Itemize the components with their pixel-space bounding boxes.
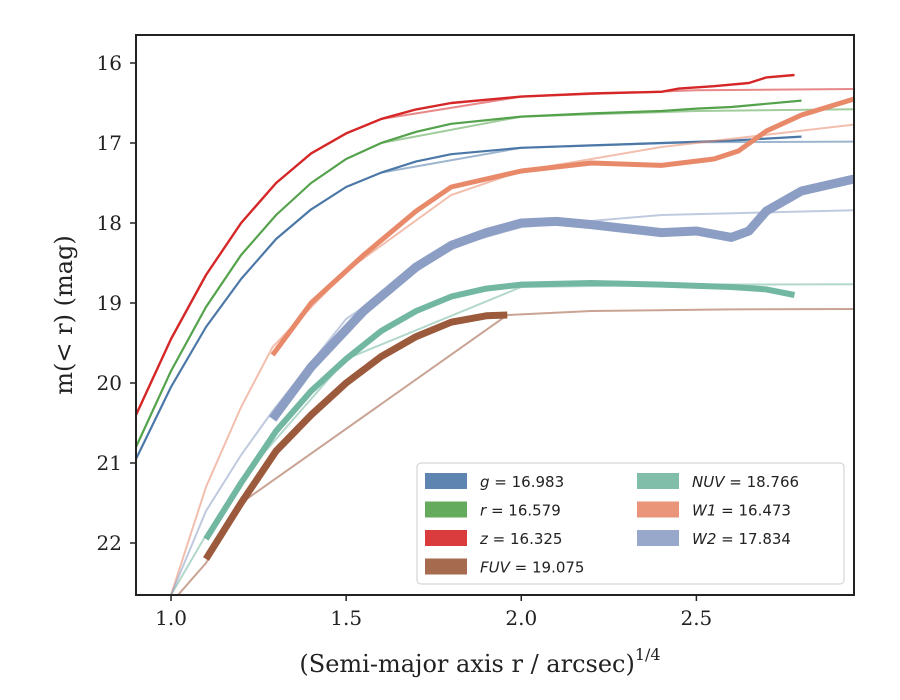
series-line-fuv	[203, 311, 508, 561]
legend-label-fuv: FUV = 19.075	[480, 559, 584, 577]
legend-swatch-z	[425, 530, 467, 546]
legend-label-w1: W1 = 16.473	[692, 502, 791, 520]
series-line-r	[136, 99, 802, 448]
legend-swatch-w1	[637, 501, 679, 518]
x-axis-ticks: 1.0 1.5 2.0 2.5	[155, 595, 712, 630]
series-line-nuv	[203, 280, 796, 541]
legend-label-r: r = 16.579	[480, 502, 561, 520]
legend-label-nuv: NUV = 18.766	[692, 473, 799, 491]
legend: g = 16.983 r = 16.579 z = 16.325 FUV = 19.0…	[416, 462, 845, 585]
legend-label-w2: W2 = 17.834	[692, 530, 791, 548]
legend-swatch-nuv	[637, 473, 679, 489]
y-tick-label: 20	[97, 371, 122, 395]
series-line-w1	[270, 96, 854, 357]
x-tick-label: 1.0	[155, 606, 187, 630]
series-line-z	[136, 73, 795, 416]
y-tick-label: 18	[97, 211, 122, 235]
series-layer	[136, 73, 854, 595]
legend-label-g: g = 16.983	[480, 473, 564, 491]
y-axis-ticks: 16 17 18 19 20 21 22	[97, 51, 136, 555]
y-tick-label: 19	[97, 291, 122, 315]
x-axis-label: (Semi-major axis r / arcsec)1/4	[299, 645, 660, 678]
model-curve-g	[380, 140, 854, 174]
legend-swatch-g	[425, 473, 467, 489]
model-curve-w2	[170, 209, 854, 595]
x-tick-label: 1.5	[330, 606, 362, 630]
plot-frame	[135, 34, 855, 596]
x-axis-label-superscript: 1/4	[635, 645, 661, 664]
legend-swatch-r	[425, 501, 467, 518]
x-tick-label: 2.0	[505, 606, 537, 630]
y-axis-label: m(< r) (mag)	[50, 235, 78, 394]
legend-label-z: z = 16.325	[479, 530, 562, 548]
x-tick-label: 2.5	[680, 606, 712, 630]
legend-swatch-w2	[637, 530, 679, 546]
y-tick-label: 17	[97, 131, 122, 155]
legend-swatch-fuv	[425, 558, 467, 575]
y-tick-label: 22	[97, 531, 122, 555]
y-tick-label: 16	[97, 51, 122, 75]
series-line-g	[136, 135, 802, 460]
series-line-w2	[268, 174, 854, 422]
legend-box	[416, 462, 845, 585]
y-tick-label: 21	[97, 451, 122, 475]
